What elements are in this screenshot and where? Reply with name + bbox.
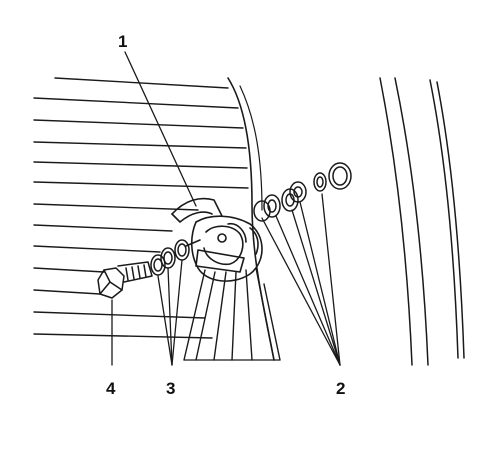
leader-2a: [261, 217, 341, 366]
leader-2d: [299, 201, 341, 366]
leader-2c: [291, 209, 341, 366]
leader-1: [124, 51, 197, 207]
callout-3: 3: [166, 379, 176, 398]
leader-3b: [167, 267, 173, 366]
callout-1: 1: [118, 32, 128, 51]
bolt: [97, 261, 153, 299]
leader-3a: [157, 275, 173, 366]
leader-lines: [111, 51, 341, 366]
leader-2b: [275, 215, 341, 366]
washer-set-3: [150, 239, 201, 276]
washer-set-2: [253, 162, 352, 222]
seat-belt-webbing: [183, 267, 281, 361]
leader-2e: [321, 193, 341, 366]
door-pillar: [379, 77, 465, 366]
seat-side-edge-inner: [239, 85, 263, 211]
seat-cushion-lines: [33, 77, 249, 339]
anchor-bracket: [171, 197, 263, 282]
leader-3c: [171, 259, 183, 366]
callout-4: 4: [106, 379, 116, 398]
callout-2: 2: [336, 379, 346, 398]
